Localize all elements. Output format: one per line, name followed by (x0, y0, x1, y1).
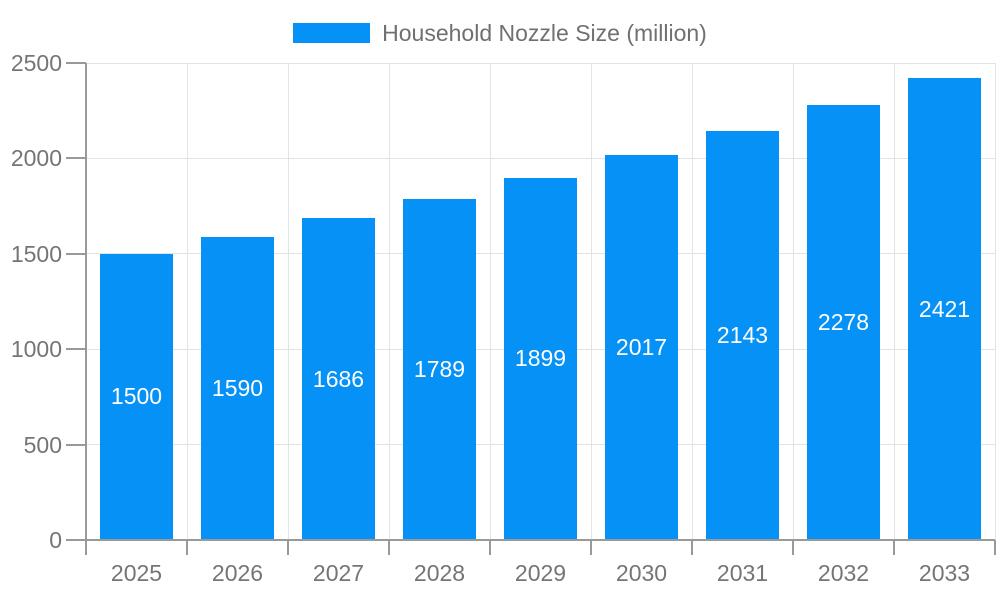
y-tick-label: 2000 (10, 145, 62, 172)
y-axis-tick (66, 539, 86, 541)
legend-swatch-icon (293, 23, 371, 43)
bar-value-label: 1899 (514, 345, 567, 372)
bar-value-label: 2278 (817, 309, 870, 336)
x-tick-label: 2027 (312, 560, 365, 586)
gridline-vertical (893, 63, 895, 540)
y-tick-label: 2500 (10, 50, 62, 76)
bar: 1899 (504, 177, 577, 540)
x-axis-tick (691, 540, 693, 555)
x-tick-label: 2032 (817, 560, 870, 586)
gridline-vertical (287, 63, 289, 540)
legend-label: Household Nozzle Size (million) (382, 19, 707, 46)
x-axis-tick (994, 540, 996, 555)
plot-area: 1500 1590 1686 1789 1899 2017 2143 2278 2421 (66, 62, 996, 555)
gridline-vertical (792, 63, 794, 540)
bar: 1686 (302, 218, 375, 540)
y-axis-tick (66, 157, 86, 160)
y-axis-tick (66, 252, 86, 255)
x-axis-tick (590, 540, 592, 555)
x-tick-label: 2029 (514, 560, 567, 586)
gridline-vertical (590, 63, 592, 540)
y-tick-label: 1000 (10, 336, 62, 363)
x-axis-tick (85, 540, 87, 555)
bar: 1590 (201, 236, 274, 540)
gridline-horizontal (86, 62, 995, 64)
gridline-horizontal (86, 157, 995, 159)
x-axis-tick (287, 540, 289, 555)
x-axis-tick (893, 540, 895, 555)
gridline-vertical (186, 63, 188, 540)
x-axis-tick (186, 540, 188, 555)
y-axis-tick (66, 443, 86, 446)
bar: 2143 (706, 131, 779, 540)
x-axis-tick (792, 540, 794, 555)
x-tick-label: 2033 (918, 560, 971, 586)
x-tick-label: 2031 (716, 560, 769, 586)
x-axis-tick (489, 540, 491, 555)
bar: 2017 (605, 155, 678, 540)
bar-value-label: 1686 (312, 365, 365, 392)
bar: 2278 (807, 105, 880, 540)
legend-item[interactable]: Household Nozzle Size (million) (0, 20, 1000, 46)
y-tick-label: 1500 (10, 240, 62, 267)
x-tick-label: 2030 (615, 560, 668, 586)
x-axis-tick (388, 540, 390, 555)
y-tick-label: 500 (23, 431, 62, 458)
bar-value-label: 2421 (918, 295, 971, 322)
gridline-vertical (489, 63, 491, 540)
x-tick-label: 2025 (110, 560, 163, 586)
gridline-vertical (994, 63, 996, 540)
bar-value-label: 2143 (716, 322, 769, 349)
x-tick-label: 2028 (413, 560, 466, 586)
bar: 1500 (100, 253, 173, 540)
y-tick-label: 0 (49, 527, 62, 553)
bar: 1789 (403, 198, 476, 540)
gridline-vertical (691, 63, 693, 540)
y-axis-tick (66, 348, 86, 351)
bar-value-label: 2017 (615, 334, 668, 361)
bar-value-label: 1590 (211, 374, 264, 401)
gridline-vertical (388, 63, 390, 540)
bar: 2421 (908, 78, 981, 540)
x-axis-line (86, 539, 995, 541)
bar-value-label: 1500 (110, 383, 163, 410)
x-tick-label: 2026 (211, 560, 264, 586)
bar-value-label: 1789 (413, 355, 466, 382)
y-axis-line (85, 63, 87, 540)
y-axis-tick (66, 62, 86, 64)
